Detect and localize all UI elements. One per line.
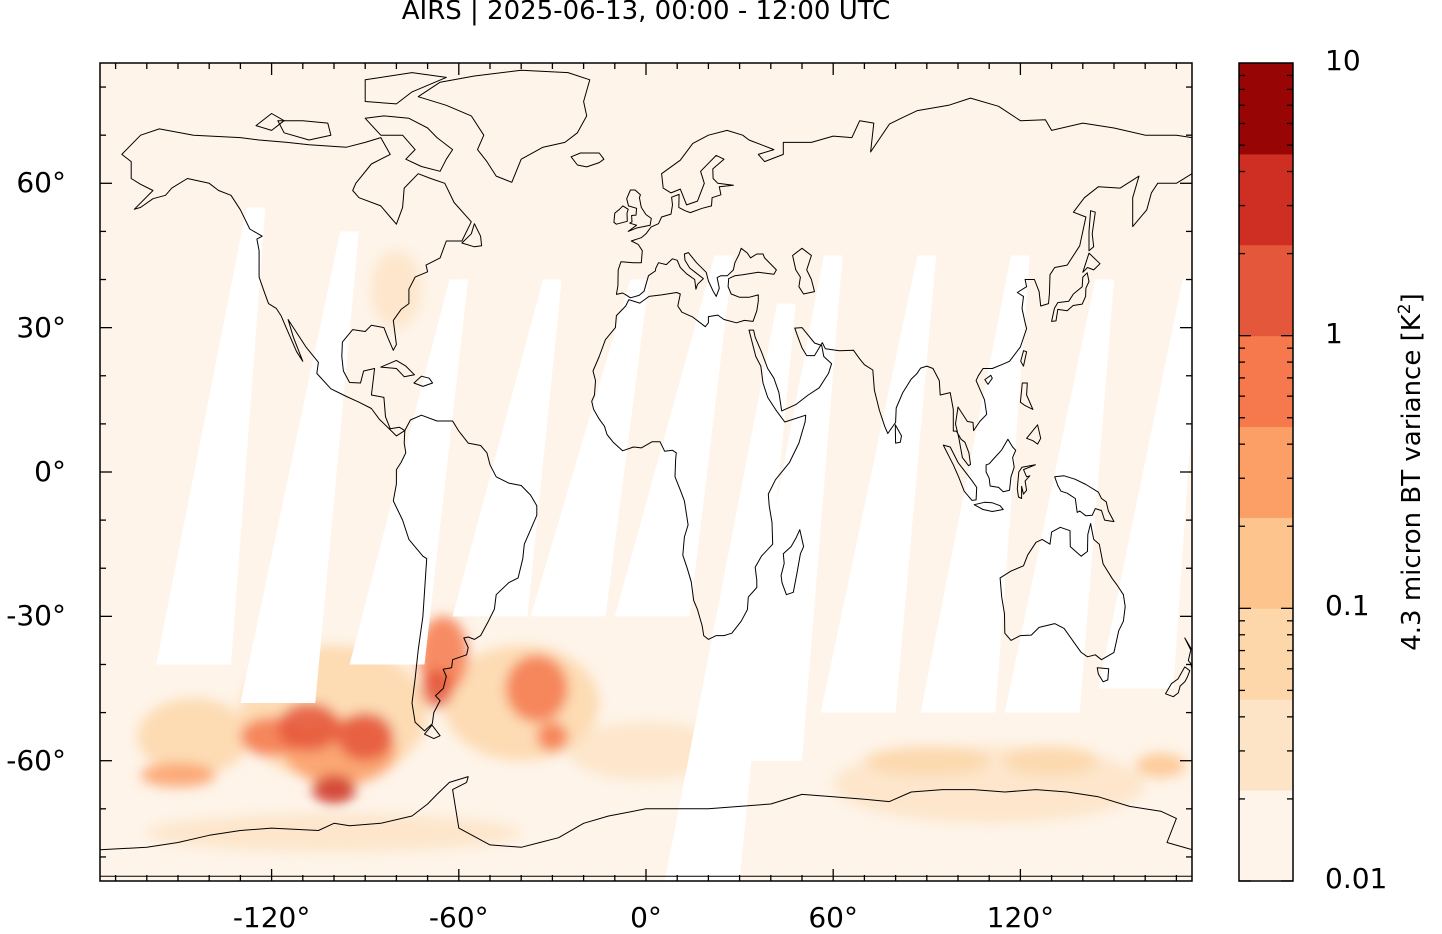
coastline-new-guinea	[1054, 475, 1115, 523]
variance-hotspot	[277, 702, 341, 752]
swath-gap	[1004, 279, 1114, 713]
variance-hotspot	[146, 813, 522, 853]
coastline-sulawesi	[1016, 464, 1036, 499]
coastline-south-america	[392, 414, 538, 732]
colorbar-band	[1239, 426, 1293, 518]
coastline-madagascar	[780, 529, 805, 596]
colorbar-bands	[1239, 63, 1293, 882]
coastline-ellesmere-island	[364, 72, 447, 105]
colorbar-title: 4.3 micron BT variance [K2]	[1395, 293, 1427, 651]
variance-hotspot	[864, 746, 990, 776]
swath-gap	[452, 279, 562, 617]
coastline-new-zealand-south	[1165, 666, 1191, 698]
colorbar-band	[1239, 517, 1293, 609]
variance-hotspot	[312, 775, 356, 805]
swath-gap	[156, 207, 266, 665]
coastline-sumatra	[942, 444, 978, 501]
swath-gap	[920, 255, 1030, 713]
lat-tick-label: 0°	[34, 455, 66, 488]
coastline-ireland	[613, 205, 629, 225]
coastline-caspian-sea	[792, 247, 815, 295]
swath-gap	[614, 255, 734, 617]
coastline-tierra-del-fuego	[424, 724, 441, 740]
coastline-banks-island	[255, 113, 285, 131]
coastline-sakhalin	[1088, 210, 1096, 252]
variance-hotspot	[1135, 753, 1186, 778]
colorbar-band	[1239, 699, 1293, 791]
coastline-hokkaido	[1082, 252, 1101, 273]
colorbar-band	[1239, 153, 1293, 246]
variance-hotspot	[137, 698, 250, 776]
coastline-sri-lanka	[894, 424, 902, 444]
coastline-java	[973, 501, 1004, 512]
lon-tick-label: -60°	[428, 901, 489, 934]
swath-gaps	[156, 207, 1192, 881]
coastline-europe-africa-asia	[591, 97, 1192, 640]
lon-tick-label: 120°	[986, 901, 1055, 934]
coastline-luzon	[1019, 382, 1034, 410]
swath-gap	[1098, 279, 1192, 689]
coastline-great-britain	[626, 189, 652, 232]
coastlines	[100, 69, 1192, 877]
colorbar-title-close: ]	[1396, 293, 1427, 304]
variance-hotspot	[140, 763, 216, 788]
colorbar-tick-label: 0.01	[1325, 862, 1388, 895]
coastline-hispaniola	[413, 375, 434, 387]
colorbar-ticks	[1239, 74, 1293, 882]
swath-gap	[820, 255, 937, 713]
lon-tick-label: -120°	[232, 901, 311, 934]
swath-gap	[727, 255, 843, 761]
colorbar-tick-label: 0.1	[1325, 589, 1370, 623]
coastline-borneo	[985, 438, 1017, 493]
variance-hotspot	[505, 654, 568, 723]
map-title: AIRS | 2025-06-13, 00:00 - 12:00 UTC	[401, 0, 891, 26]
lat-tick-label: -60°	[6, 743, 66, 777]
variance-hotspot	[1004, 746, 1099, 776]
coastline-australia	[999, 523, 1126, 661]
variance-hotspot	[568, 722, 724, 780]
colorbar-frame	[1238, 62, 1294, 882]
colorbar-band	[1239, 244, 1293, 337]
coastline-mindanao	[1026, 424, 1042, 445]
colorbar-band	[1239, 790, 1293, 882]
coastline-greenland	[417, 69, 591, 183]
colorbar-band	[1239, 608, 1293, 700]
lat-tick-label: -30°	[6, 599, 66, 633]
swath-gap	[240, 231, 359, 703]
coastline-japan	[1051, 272, 1090, 322]
lon-tick-label: 0°	[630, 901, 662, 934]
lat-tick-label: 60°	[16, 166, 66, 200]
coastline-tasmania	[1096, 667, 1110, 683]
variance-hotspot	[371, 250, 422, 328]
colorbar-band	[1239, 335, 1293, 428]
coastline-newfoundland	[461, 223, 483, 248]
colorbar-band	[1239, 63, 1293, 155]
coastline-iceland	[570, 152, 605, 168]
colorbar-tick-label: 10	[1325, 44, 1361, 77]
coastline-antarctica	[100, 776, 1192, 877]
swath-gap	[530, 279, 650, 617]
variance-hotspot	[337, 712, 394, 761]
variance-hotspot	[536, 722, 569, 752]
coastline-baffin-island	[364, 115, 454, 172]
coastline-taiwan	[1020, 350, 1028, 367]
coastline-north-america	[121, 128, 472, 437]
colorbar-title-text: 4.3 micron BT variance [K	[1396, 314, 1427, 651]
lon-tick-label: 60°	[808, 901, 858, 934]
coastline-hainan	[984, 374, 993, 385]
lat-tick-label: 30°	[16, 310, 66, 344]
coastline-victoria-island	[277, 120, 332, 141]
colorbar-title-exponent: 2	[1395, 303, 1416, 315]
axis-ticks	[100, 63, 1192, 881]
coastline-cuba	[380, 359, 415, 378]
variance-hotspot	[421, 669, 453, 708]
coastline-new-zealand-north	[1184, 637, 1192, 672]
swath-gap	[349, 279, 469, 665]
colorbar-tick-label: 1	[1325, 316, 1343, 350]
swath-gap	[664, 303, 796, 881]
